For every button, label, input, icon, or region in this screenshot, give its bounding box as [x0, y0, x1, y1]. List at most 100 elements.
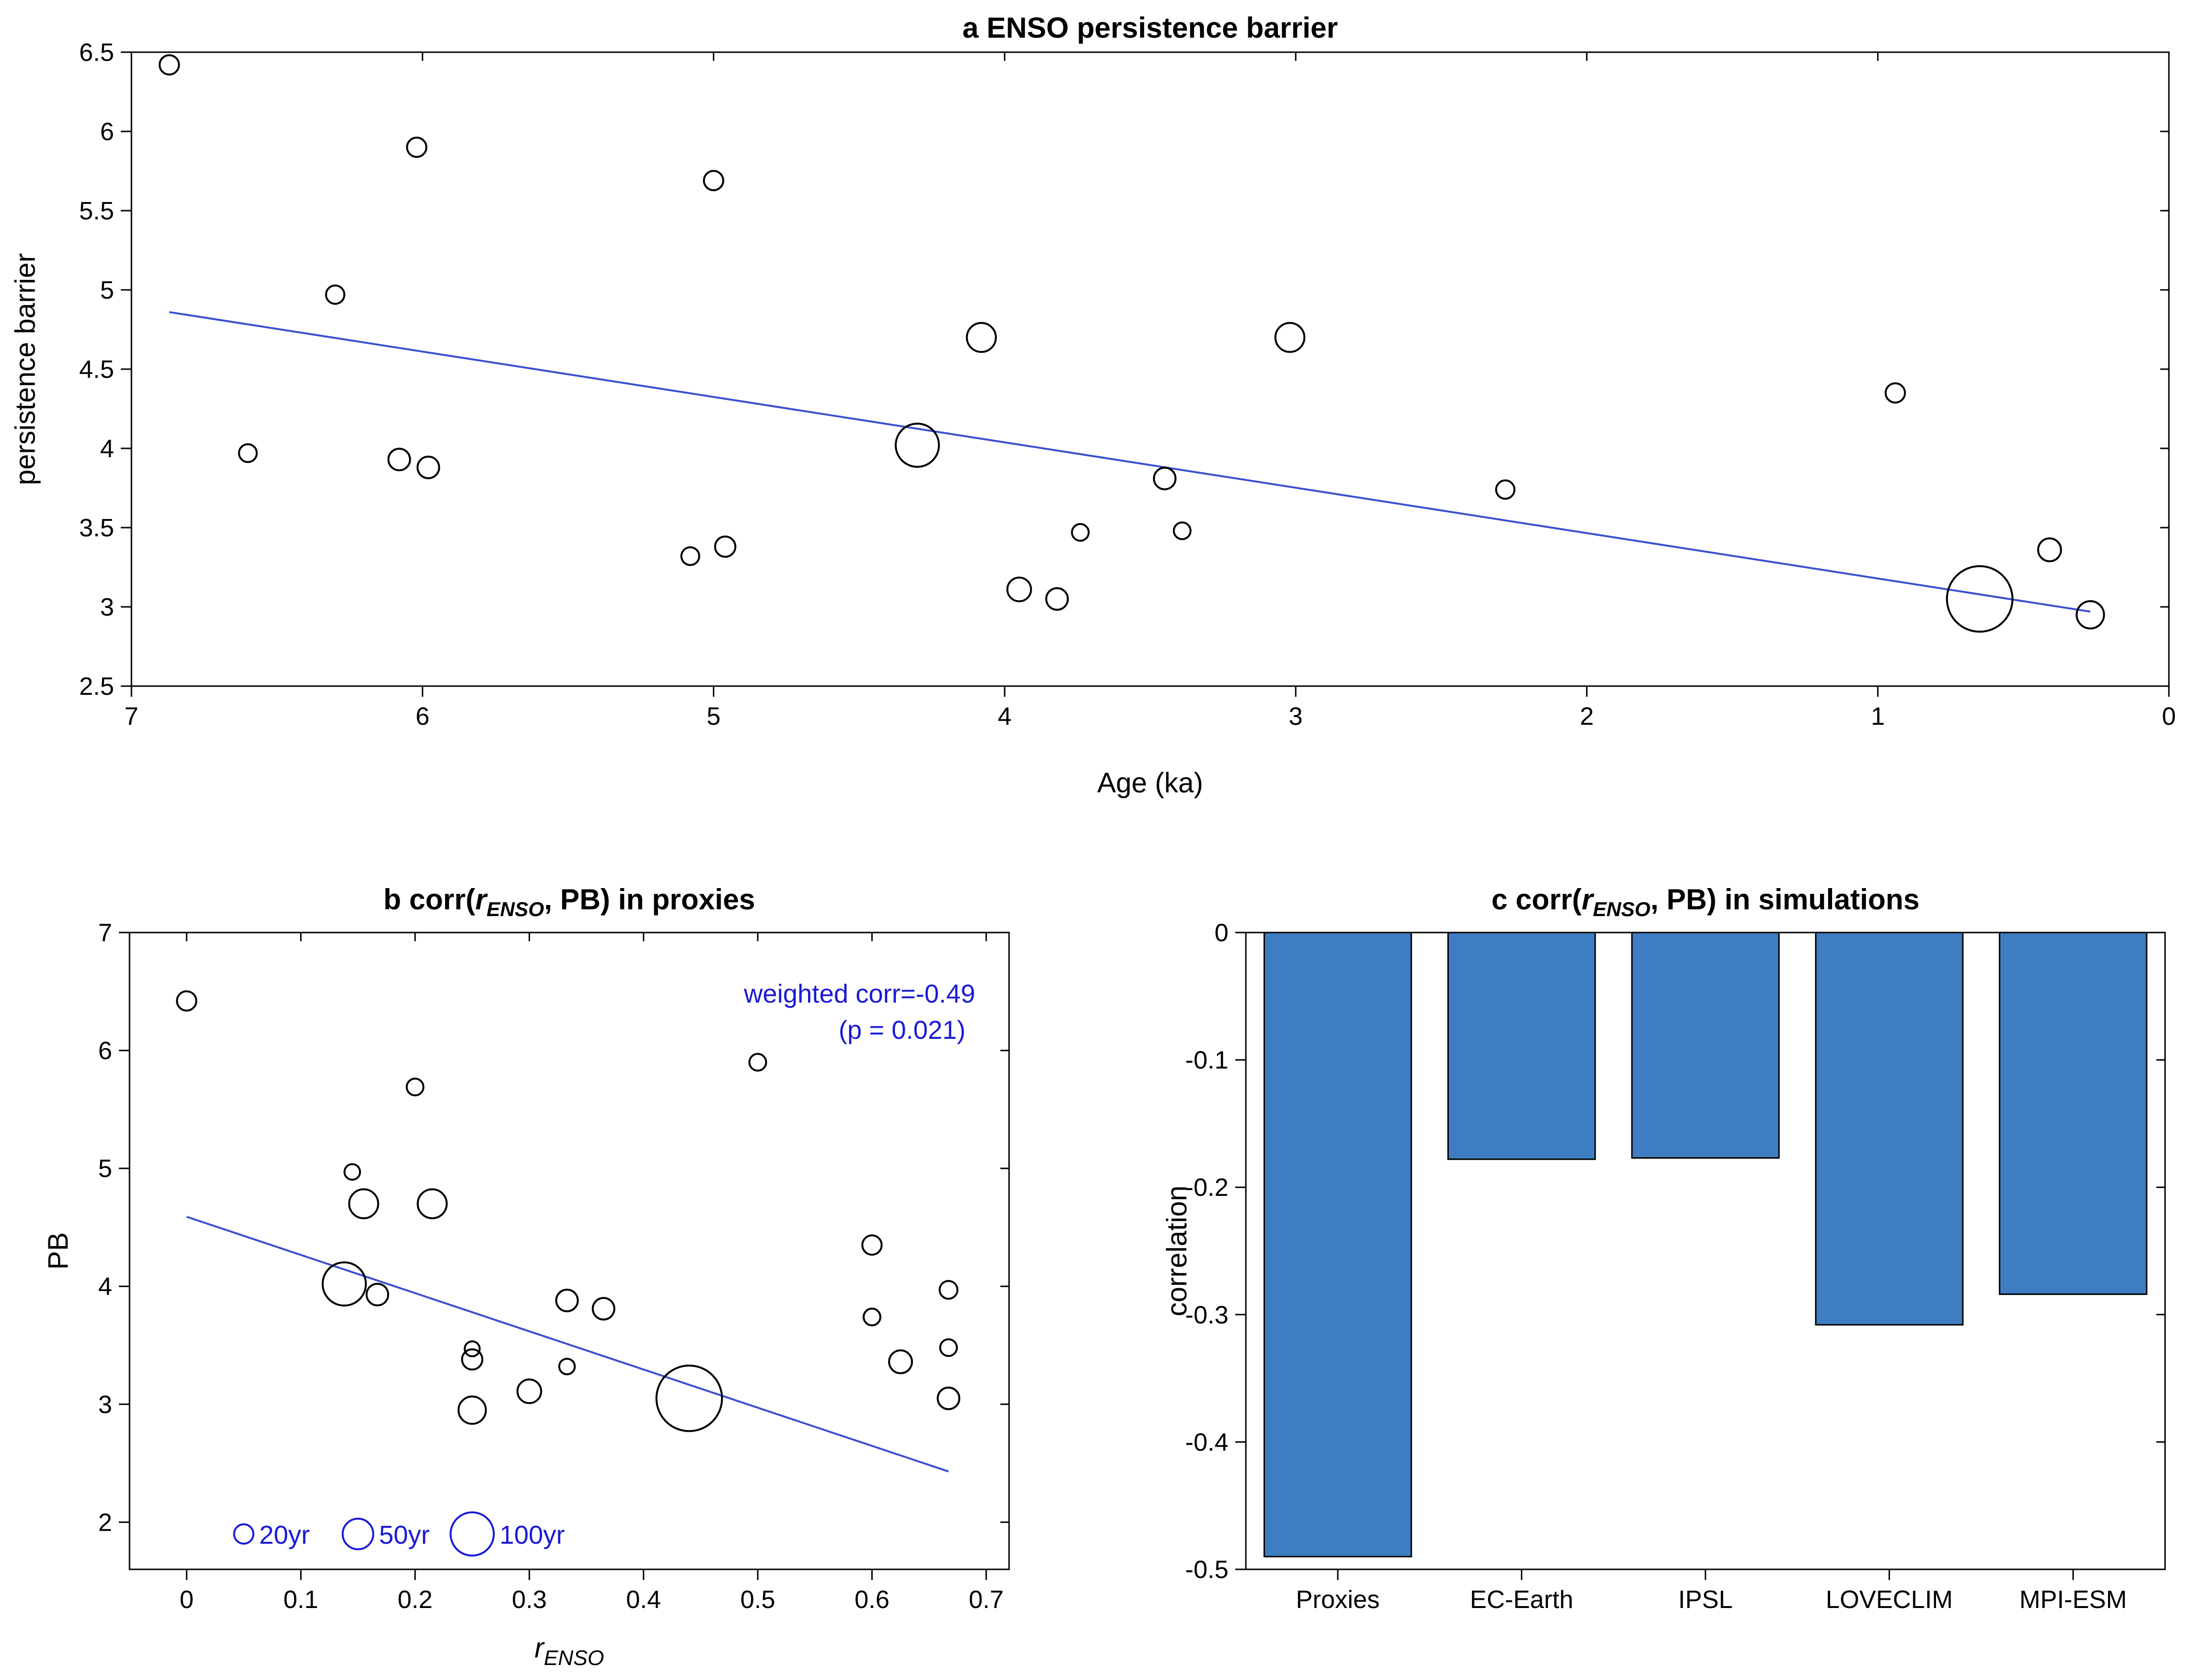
panel-a-data-point: [1071, 523, 1090, 542]
panel-a-data-point: [1946, 565, 2014, 633]
panel-a-fit-line: [169, 311, 2091, 613]
panel-c-y-tick-label: -0.3: [1185, 1301, 1228, 1329]
panel-c-bar: [1631, 932, 1780, 1159]
panel-a-data-point: [1006, 576, 1032, 603]
panel-b-legend-marker: [342, 1518, 375, 1551]
panel-b-title-prefix: b corr(: [383, 883, 475, 916]
panel-a-y-tick-label: 3.5: [79, 514, 114, 542]
panel-b-data-point: [861, 1234, 883, 1256]
panel-b-data-point: [516, 1378, 542, 1404]
panel-b-data-point: [417, 1188, 448, 1220]
panel-b-legend-label: 50yr: [379, 1521, 430, 1550]
panel-a-x-tick-label: 3: [1289, 703, 1303, 731]
panel-c-bar: [1815, 932, 1964, 1326]
panel-a-y-tick-label: 3: [100, 593, 114, 621]
panel-b-corr-proxies-scatter: b corr(rENSO, PB) in proxies rENSO PB we…: [43, 883, 1010, 1670]
panel-b-data-point: [863, 1307, 881, 1327]
panel-a-y-axis-label: persistence barrier: [10, 253, 41, 485]
panel-a-data-point: [416, 455, 440, 479]
panel-b-y-tick-label: 6: [98, 1037, 112, 1065]
panel-b-x-axis-variable: r: [534, 1632, 545, 1664]
panel-c-bar: [1447, 932, 1596, 1160]
panel-a-data-point: [2076, 600, 2105, 630]
panel-c-title-variable: r: [1582, 883, 1595, 916]
panel-c-y-tick-label: -0.5: [1185, 1556, 1228, 1584]
panel-b-data-point: [939, 1280, 959, 1300]
panel-a-data-point: [1153, 466, 1177, 490]
panel-a-x-tick-label: 4: [997, 703, 1011, 731]
panel-a-y-tick-label: 5: [100, 276, 114, 304]
panel-c-x-tick-label: IPSL: [1678, 1586, 1733, 1614]
panel-b-fit-line: [186, 1216, 949, 1473]
panel-a-data-point: [387, 447, 411, 472]
panel-b-legend-marker: [233, 1523, 255, 1545]
panel-a-y-tick-label: 6.5: [79, 39, 114, 67]
panel-a-data-point: [1274, 322, 1306, 353]
panel-a-x-axis-label: Age (ka): [1097, 767, 1203, 799]
panel-c-title-prefix: c corr(: [1491, 883, 1582, 916]
panel-b-data-point: [463, 1340, 481, 1358]
panel-a-axes-frame: [130, 51, 2170, 687]
panel-c-x-tick-label: Proxies: [1296, 1586, 1379, 1614]
panel-b-data-point: [555, 1289, 579, 1312]
panel-b-y-axis-label: PB: [43, 1232, 74, 1269]
panel-c-bar: [1999, 932, 2148, 1295]
panel-b-axes-frame: [129, 932, 1010, 1570]
panel-a-data-point: [680, 546, 700, 566]
panel-b-x-tick-label: 0: [180, 1586, 194, 1614]
panel-b-y-tick-label: 5: [98, 1155, 112, 1183]
panel-a-x-tick-label: 2: [1580, 703, 1594, 731]
panel-a-x-tick-label: 5: [707, 703, 721, 731]
panel-b-x-tick-label: 0.1: [283, 1586, 318, 1614]
panel-b-p-value-annotation: (p = 0.021): [838, 1016, 966, 1045]
panel-b-x-axis-label: rENSO: [534, 1632, 604, 1670]
panel-b-title-suffix: , PB) in proxies: [544, 883, 755, 916]
panel-a-data-point: [1172, 521, 1192, 540]
panel-a-y-tick-label: 2.5: [79, 673, 114, 701]
panel-a-data-point: [1495, 479, 1516, 500]
panel-c-title-subscript: ENSO: [1593, 898, 1650, 920]
panel-a-y-tick-label: 6: [100, 118, 114, 146]
panel-b-data-point: [405, 1077, 425, 1097]
panel-b-data-point: [461, 1348, 484, 1371]
panel-c-corr-simulations-bar: c corr(rENSO, PB) in simulations correla…: [1161, 883, 2166, 1614]
panel-b-data-point: [348, 1188, 379, 1220]
panel-b-y-tick-label: 2: [98, 1508, 112, 1536]
panel-b-data-point: [343, 1163, 361, 1181]
panel-a-data-point: [895, 422, 940, 468]
panel-c-x-tick-label: EC-Earth: [1470, 1586, 1574, 1614]
panel-b-data-point: [457, 1395, 487, 1425]
panel-b-y-tick-label: 7: [98, 919, 112, 947]
panel-a-x-tick-label: 1: [1871, 703, 1885, 731]
panel-b-title: b corr(rENSO, PB) in proxies: [383, 883, 755, 920]
panel-a-data-point: [159, 54, 180, 76]
panel-a-data-point: [238, 443, 258, 463]
panel-c-y-tick-label: -0.1: [1185, 1047, 1228, 1075]
panel-c-y-tick-label: -0.4: [1185, 1428, 1228, 1456]
panel-a-data-point: [1045, 587, 1069, 611]
panel-b-data-point: [176, 990, 198, 1012]
panel-b-x-tick-label: 0.7: [969, 1586, 1004, 1614]
panel-c-title: c corr(rENSO, PB) in simulations: [1491, 883, 1920, 920]
panel-b-data-point: [888, 1349, 913, 1375]
panel-b-data-point: [937, 1386, 961, 1410]
panel-b-legend-label: 20yr: [259, 1521, 310, 1550]
panel-b-x-tick-label: 0.3: [512, 1586, 547, 1614]
panel-a-x-tick-label: 6: [416, 703, 430, 731]
panel-c-title-suffix: , PB) in simulations: [1650, 883, 1920, 916]
panel-c-x-tick-label: LOVECLIM: [1826, 1586, 1953, 1614]
panel-b-legend-label: 100yr: [500, 1521, 565, 1550]
panel-b-y-tick-label: 4: [98, 1273, 112, 1301]
panel-b-data-point: [558, 1358, 576, 1376]
panel-a-title: a ENSO persistence barrier: [962, 12, 1338, 44]
panel-b-y-tick-label: 3: [98, 1391, 112, 1419]
panel-a-data-point: [966, 322, 997, 353]
panel-a-data-point: [714, 535, 736, 558]
panel-b-title-variable: r: [475, 883, 488, 916]
panel-a-data-point: [325, 284, 346, 305]
panel-c-y-axis-label: correlation: [1161, 1186, 1193, 1317]
panel-a-x-tick-label: 7: [125, 703, 139, 731]
panel-a-x-tick-label: 0: [2162, 703, 2176, 731]
panel-b-data-point: [939, 1338, 958, 1357]
